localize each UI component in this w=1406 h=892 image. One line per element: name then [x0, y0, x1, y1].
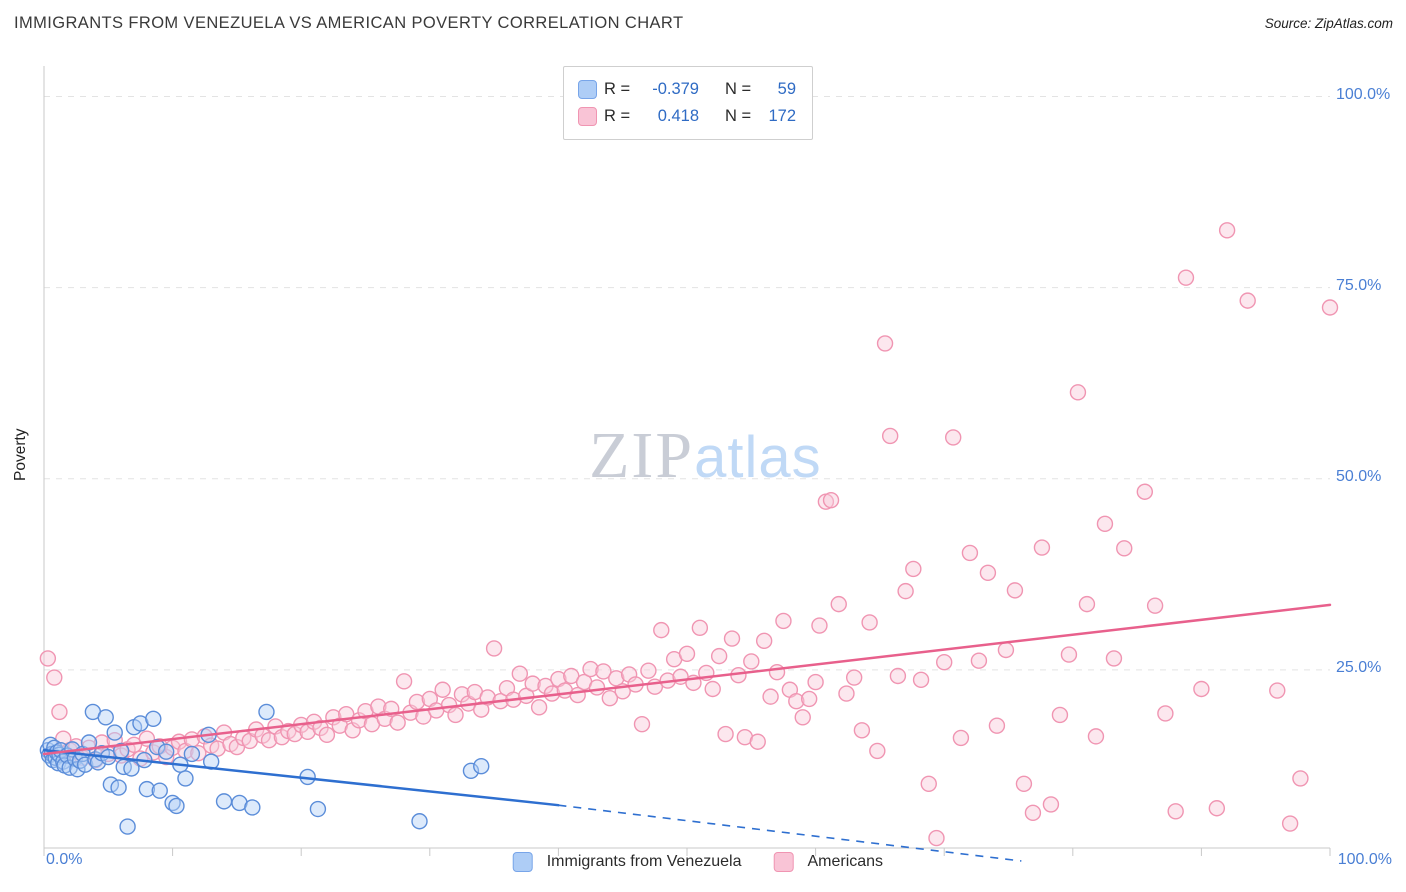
- stats-row-americans: R = 0.418 N = 172: [578, 103, 796, 130]
- r-value-americans: 0.418: [657, 107, 699, 125]
- venezuela-series-swatch: [578, 80, 597, 99]
- legend-label-americans: Americans: [807, 853, 884, 870]
- n-value-venezuela: 59: [777, 80, 796, 98]
- chart-legend: Immigrants from Venezuela Americans: [512, 852, 901, 872]
- watermark-zip-text: ZIP: [589, 419, 695, 492]
- y-tick-25: 25.0%: [1336, 659, 1382, 676]
- y-tick-50: 50.0%: [1336, 468, 1382, 485]
- x-tick-max: 100.0%: [1337, 851, 1392, 868]
- r-value-venezuela: -0.379: [652, 80, 699, 98]
- source-attribution: Source: ZipAtlas.com: [1264, 16, 1393, 31]
- y-tick-75: 75.0%: [1336, 277, 1382, 294]
- correlation-stats-box: R = -0.379 N = 59 R = 0.418 N = 172: [563, 66, 813, 140]
- r-label: R =: [604, 80, 631, 98]
- x-tick-min: 0.0%: [46, 851, 83, 868]
- americans-series-swatch: [578, 107, 597, 126]
- legend-swatch-americans: [773, 852, 794, 872]
- legend-swatch-venezuela: [512, 852, 533, 872]
- r-label: R =: [604, 107, 631, 125]
- y-tick-100: 100.0%: [1336, 86, 1391, 103]
- stats-row-venezuela: R = -0.379 N = 59: [578, 76, 796, 103]
- n-label: N =: [725, 80, 752, 98]
- legend-label-venezuela: Immigrants from Venezuela: [546, 853, 742, 870]
- n-value-americans: 172: [768, 107, 796, 125]
- n-label: N =: [725, 107, 752, 125]
- page-title: IMMIGRANTS FROM VENEZUELA VS AMERICAN PO…: [14, 14, 684, 32]
- zipatlas-watermark: ZIPatlas: [589, 418, 822, 494]
